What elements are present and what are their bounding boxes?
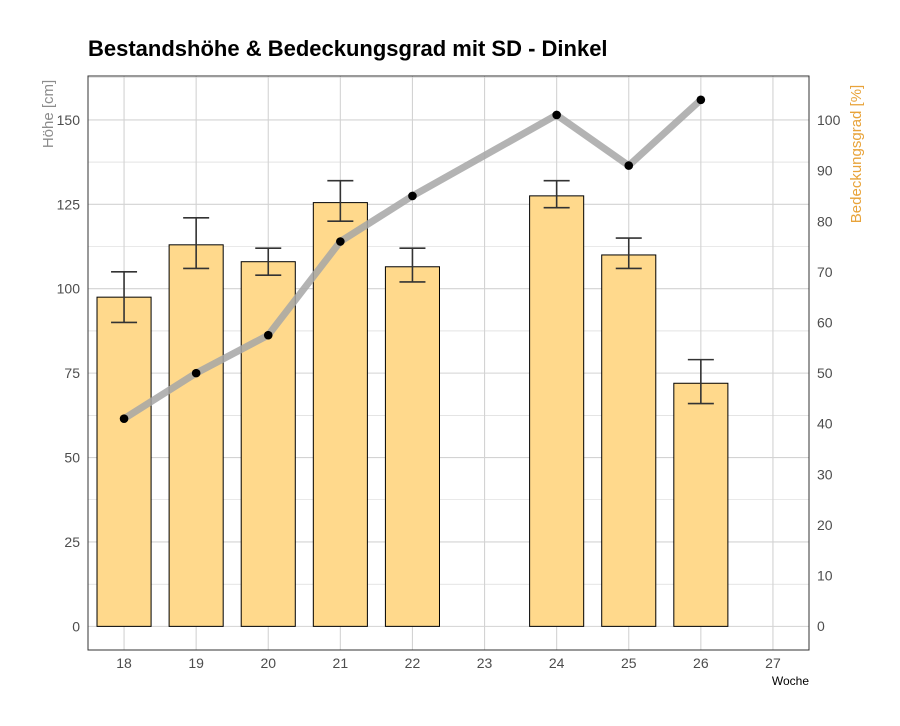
y-tick-left-75: 75 <box>64 365 80 381</box>
plot-border <box>87 75 810 651</box>
x-tick-20: 20 <box>260 655 276 671</box>
bar-18 <box>96 296 152 627</box>
bar-19 <box>168 244 224 627</box>
y-tick-right-0: 0 <box>817 618 825 634</box>
x-axis-title: Woche <box>772 674 809 688</box>
x-tick-24: 24 <box>549 655 565 671</box>
chart-title: Bestandshöhe & Bedeckungsgrad mit SD - D… <box>88 36 608 61</box>
y-tick-right-40: 40 <box>817 416 833 432</box>
y-tick-left-0: 0 <box>72 618 80 634</box>
coverage-line <box>120 96 705 423</box>
x-tick-19: 19 <box>188 655 204 671</box>
y-tick-left-25: 25 <box>64 534 80 550</box>
y-tick-right-20: 20 <box>817 517 833 533</box>
x-tick-27: 27 <box>765 655 781 671</box>
bar-21 <box>312 202 368 627</box>
y-tick-left-100: 100 <box>57 281 81 297</box>
x-tick-26: 26 <box>693 655 709 671</box>
y-tick-right-50: 50 <box>817 365 833 381</box>
bar-22 <box>384 266 440 627</box>
coverage-point-18 <box>119 414 129 423</box>
bar-20 <box>240 261 296 627</box>
coverage-point-26 <box>696 95 706 105</box>
x-tick-21: 21 <box>333 655 349 671</box>
y-tick-left-50: 50 <box>64 450 80 466</box>
y-tick-right-30: 30 <box>817 466 833 482</box>
coverage-point-21 <box>336 237 345 246</box>
bar-26 <box>673 382 729 627</box>
coverage-point-20 <box>263 330 273 340</box>
coverage-point-22 <box>408 191 417 201</box>
x-tick-18: 18 <box>116 655 132 671</box>
x-tick-22: 22 <box>405 655 421 671</box>
y-tick-left-125: 125 <box>57 196 81 212</box>
coverage-point-25 <box>624 161 634 170</box>
y-axis-title-left: Höhe [cm] <box>40 80 57 148</box>
y-tick-right-10: 10 <box>817 568 833 584</box>
coverage-point-24 <box>552 110 561 120</box>
y-tick-right-90: 90 <box>817 163 833 179</box>
coverage-point-19 <box>191 368 201 378</box>
bar-25 <box>601 254 657 627</box>
y-tick-right-80: 80 <box>817 213 833 229</box>
y-tick-right-60: 60 <box>817 315 833 331</box>
x-tick-23: 23 <box>477 655 493 671</box>
bar-24 <box>529 195 585 627</box>
y-tick-right-70: 70 <box>817 264 833 280</box>
y-tick-left-150: 150 <box>57 112 81 128</box>
y-axis-title-right: Bedeckungsgrad [%] <box>848 85 865 223</box>
y-tick-right-100: 100 <box>817 112 841 128</box>
x-tick-25: 25 <box>621 655 637 671</box>
